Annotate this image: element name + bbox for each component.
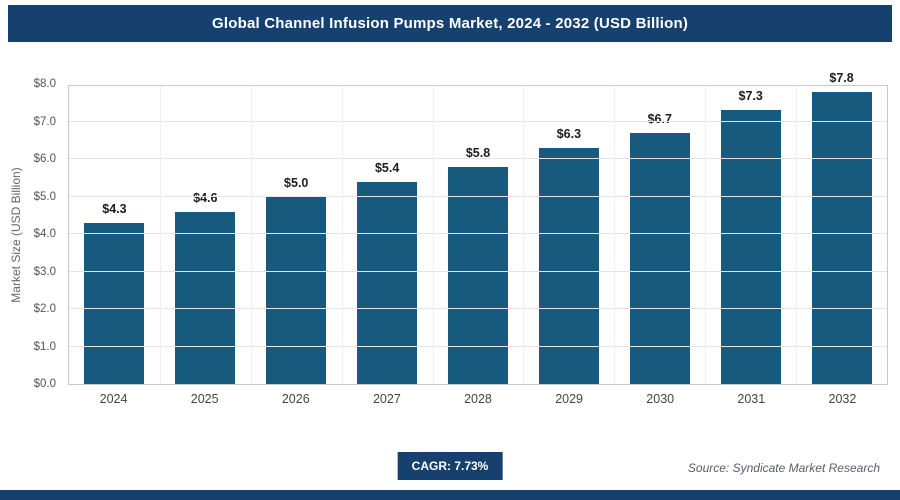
gridline-vertical — [250, 86, 252, 384]
y-tick-label: $0.0 — [33, 378, 56, 390]
bar-column: $6.3 — [523, 86, 614, 384]
bar — [84, 222, 145, 384]
x-tick-label: 2029 — [555, 392, 583, 406]
x-tick-label: 2026 — [281, 392, 310, 406]
gridline-vertical — [523, 86, 525, 384]
bar — [538, 147, 599, 384]
gridline-horizontal — [69, 308, 887, 309]
gridline-horizontal — [69, 158, 887, 159]
gridline-vertical — [796, 86, 798, 384]
cagr-badge: CAGR: 7.73% — [397, 452, 503, 480]
bar-column: $5.0 — [251, 86, 342, 384]
bar-column: $4.6 — [160, 86, 251, 384]
gridline-vertical — [614, 86, 616, 384]
chart-title-bar: Global Channel Infusion Pumps Market, 20… — [8, 5, 892, 42]
bar-column: $4.3 — [69, 86, 160, 384]
x-tick-label: 2024 — [99, 392, 128, 406]
y-tick-label: $6.0 — [33, 153, 56, 165]
bar-value-label: $7.3 — [738, 89, 763, 104]
gridline-vertical — [341, 86, 343, 384]
x-axis-labels: 2024 2025 2026 2027 2028 2029 2030 2031 2032 — [68, 392, 888, 406]
y-tick-label: $5.0 — [33, 190, 56, 203]
gridline-horizontal — [69, 345, 887, 347]
y-axis-ticks: $0.0 $1.0 $2.0 $3.0 $4.0 $5.0 $6.0 $7.0 $8.0 — [0, 78, 62, 390]
bar — [720, 110, 781, 384]
y-tick-label: $8.0 — [33, 78, 56, 90]
gridline-vertical — [432, 86, 434, 384]
y-tick-label: $1.0 — [33, 340, 56, 353]
x-tick-label: 2025 — [190, 392, 219, 406]
bar-value-label: $5.8 — [465, 145, 491, 160]
gridline-horizontal — [69, 233, 887, 234]
bar-column: $6.7 — [614, 86, 705, 384]
gridline-horizontal — [69, 195, 887, 197]
bar-column: $7.8 — [796, 71, 887, 384]
bar-value-label: $5.0 — [284, 175, 309, 190]
x-tick-label: 2032 — [828, 392, 857, 406]
bar — [629, 132, 690, 384]
bar-column: $5.8 — [433, 86, 524, 384]
x-tick-label: 2027 — [372, 392, 401, 406]
gridline-horizontal — [69, 270, 887, 272]
bar-column: $5.4 — [342, 86, 433, 384]
bar-value-label: $6.3 — [556, 126, 582, 141]
bar — [811, 91, 872, 384]
bar — [448, 166, 508, 384]
y-tick-label: $3.0 — [33, 265, 56, 278]
bar-value-label: $7.8 — [829, 70, 854, 85]
bar-value-label: $5.4 — [374, 160, 400, 175]
x-tick-label: 2028 — [464, 392, 492, 406]
bottom-bar — [0, 490, 900, 500]
x-tick-label: 2030 — [646, 392, 675, 406]
x-tick-label: 2031 — [737, 392, 766, 406]
bar — [357, 181, 418, 384]
bar-value-label: $4.3 — [102, 201, 127, 216]
y-tick-label: $7.0 — [33, 115, 56, 128]
y-tick-label: $4.0 — [33, 228, 56, 240]
bar-value-label: $4.6 — [193, 190, 218, 205]
y-tick-label: $2.0 — [33, 303, 56, 315]
gridline-vertical — [705, 86, 707, 384]
source-text: Source: Syndicate Market Research — [687, 461, 880, 475]
bar-value-label: $6.7 — [647, 111, 672, 126]
gridline-horizontal — [69, 120, 887, 122]
gridline-vertical — [159, 86, 161, 384]
bar — [175, 211, 236, 384]
bars-container: $4.3 $4.6 $5.0 $5.4 $5.8 $6.3 $6.7 $7.3 $7.8 — [69, 71, 887, 384]
chart-title: Global Channel Infusion Pumps Market, 20… — [211, 15, 689, 32]
bar-column: $7.3 — [705, 86, 796, 384]
plot-area: $4.3 $4.6 $5.0 $5.4 $5.8 $6.3 $6.7 $7.3 $7.8 — [68, 71, 888, 385]
bar — [266, 196, 327, 384]
